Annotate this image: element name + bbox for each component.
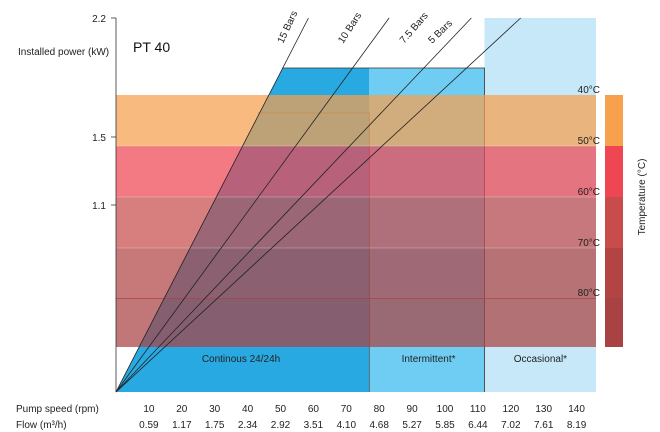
x-row-label-0: Pump speed (rpm)	[16, 404, 99, 415]
pressure-line-10-bars	[115, 17, 390, 393]
x-tick-label-row1-4: 2.92	[271, 420, 291, 431]
legend-swatch-80-c	[605, 298, 623, 347]
x-tick-label-row0-0: 10	[143, 404, 155, 415]
band-70-c	[116, 248, 596, 299]
x-tick-label-row1-3: 2.34	[238, 420, 258, 431]
axes: 2.2 1.5 1.1 Installed power (kW) PT 40 T…	[18, 14, 648, 392]
region-label-occasional: Occasional*	[514, 354, 567, 365]
x-tick-label-row0-12: 130	[535, 404, 552, 415]
x-tick-label-row1-7: 4.68	[369, 420, 389, 431]
band-40-c	[116, 95, 596, 146]
x-tick-label-row0-3: 40	[242, 404, 254, 415]
y-axis-label: Installed power (kW)	[18, 47, 109, 58]
x-tick-label-row1-5: 3.51	[304, 420, 324, 431]
temperature-bands: 40°C 50°C 60°C 70°C 80°C	[116, 85, 623, 347]
x-tick-label-row1-11: 7.02	[501, 420, 521, 431]
pressure-line-5-bars	[115, 17, 521, 393]
x-tick-label-row1-9: 5.85	[435, 420, 455, 431]
region-label-continous-24-24h: Continous 24/24h	[202, 354, 280, 365]
legend-swatch-70-c	[605, 248, 623, 299]
legend-label-40-c: 40°C	[578, 85, 600, 96]
x-tick-label-row0-10: 110	[470, 404, 486, 415]
legend-swatch-40-c	[605, 95, 623, 146]
band-60-c	[116, 197, 596, 248]
legend-label-50-c: 50°C	[578, 136, 600, 147]
x-tick-label-row0-9: 100	[437, 404, 454, 415]
region-label-intermittent: Intermittent*	[402, 354, 456, 365]
x-tick-label-row1-13: 8.19	[567, 420, 587, 431]
x-tick-label-row0-4: 50	[275, 404, 287, 415]
x-tick-label-row0-5: 60	[308, 404, 320, 415]
x-tick-label-row1-0: 0.59	[139, 420, 159, 431]
x-tick-label-row0-6: 70	[341, 404, 353, 415]
x-tick-label-row0-1: 20	[176, 404, 188, 415]
chart-title: PT 40	[133, 39, 170, 55]
legend-label-60-c: 60°C	[578, 187, 600, 198]
x-row-label-1: Flow (m³/h)	[16, 420, 67, 431]
legend-swatch-60-c	[605, 197, 623, 248]
x-tick-label-row1-10: 6.44	[468, 420, 488, 431]
y-tick-label-1-5: 1.5	[92, 133, 106, 144]
y-tick-label-2-2: 2.2	[92, 14, 106, 25]
x-tick-label-row0-11: 120	[502, 404, 519, 415]
legend-label-70-c: 70°C	[578, 238, 600, 249]
pressure-label-7-5-bars: 7.5 Bars	[398, 11, 431, 46]
temperature-axis-label: Temperature (°C)	[637, 159, 648, 236]
pressure-line-7-5-bars	[115, 17, 472, 393]
x-tick-label-row0-13: 140	[568, 404, 585, 415]
pressure-label-5-bars: 5 Bars	[426, 18, 454, 46]
y-tick-label-1-1: 1.1	[92, 201, 106, 212]
x-tick-label-row1-8: 5.27	[402, 420, 422, 431]
band-50-c	[116, 146, 596, 197]
x-tick-label-row0-2: 30	[209, 404, 221, 415]
band-80-c	[116, 298, 596, 347]
legend-label-80-c: 80°C	[578, 288, 600, 299]
x-tick-label-row1-2: 1.75	[205, 420, 225, 431]
x-axis-rows: Pump speed (rpm) 10 20 30 40 50 60 70 80 90 100 110…	[16, 404, 587, 431]
pressure-line-15-bars	[115, 17, 309, 393]
pressure-label-10-bars: 10 Bars	[336, 11, 364, 46]
x-tick-label-row0-8: 90	[407, 404, 419, 415]
x-tick-label-row1-6: 4.10	[337, 420, 357, 431]
x-tick-label-row1-12: 7.61	[534, 420, 554, 431]
x-tick-label-row0-7: 80	[374, 404, 386, 415]
x-tick-label-row1-1: 1.17	[172, 420, 192, 431]
legend-swatch-50-c	[605, 146, 623, 197]
